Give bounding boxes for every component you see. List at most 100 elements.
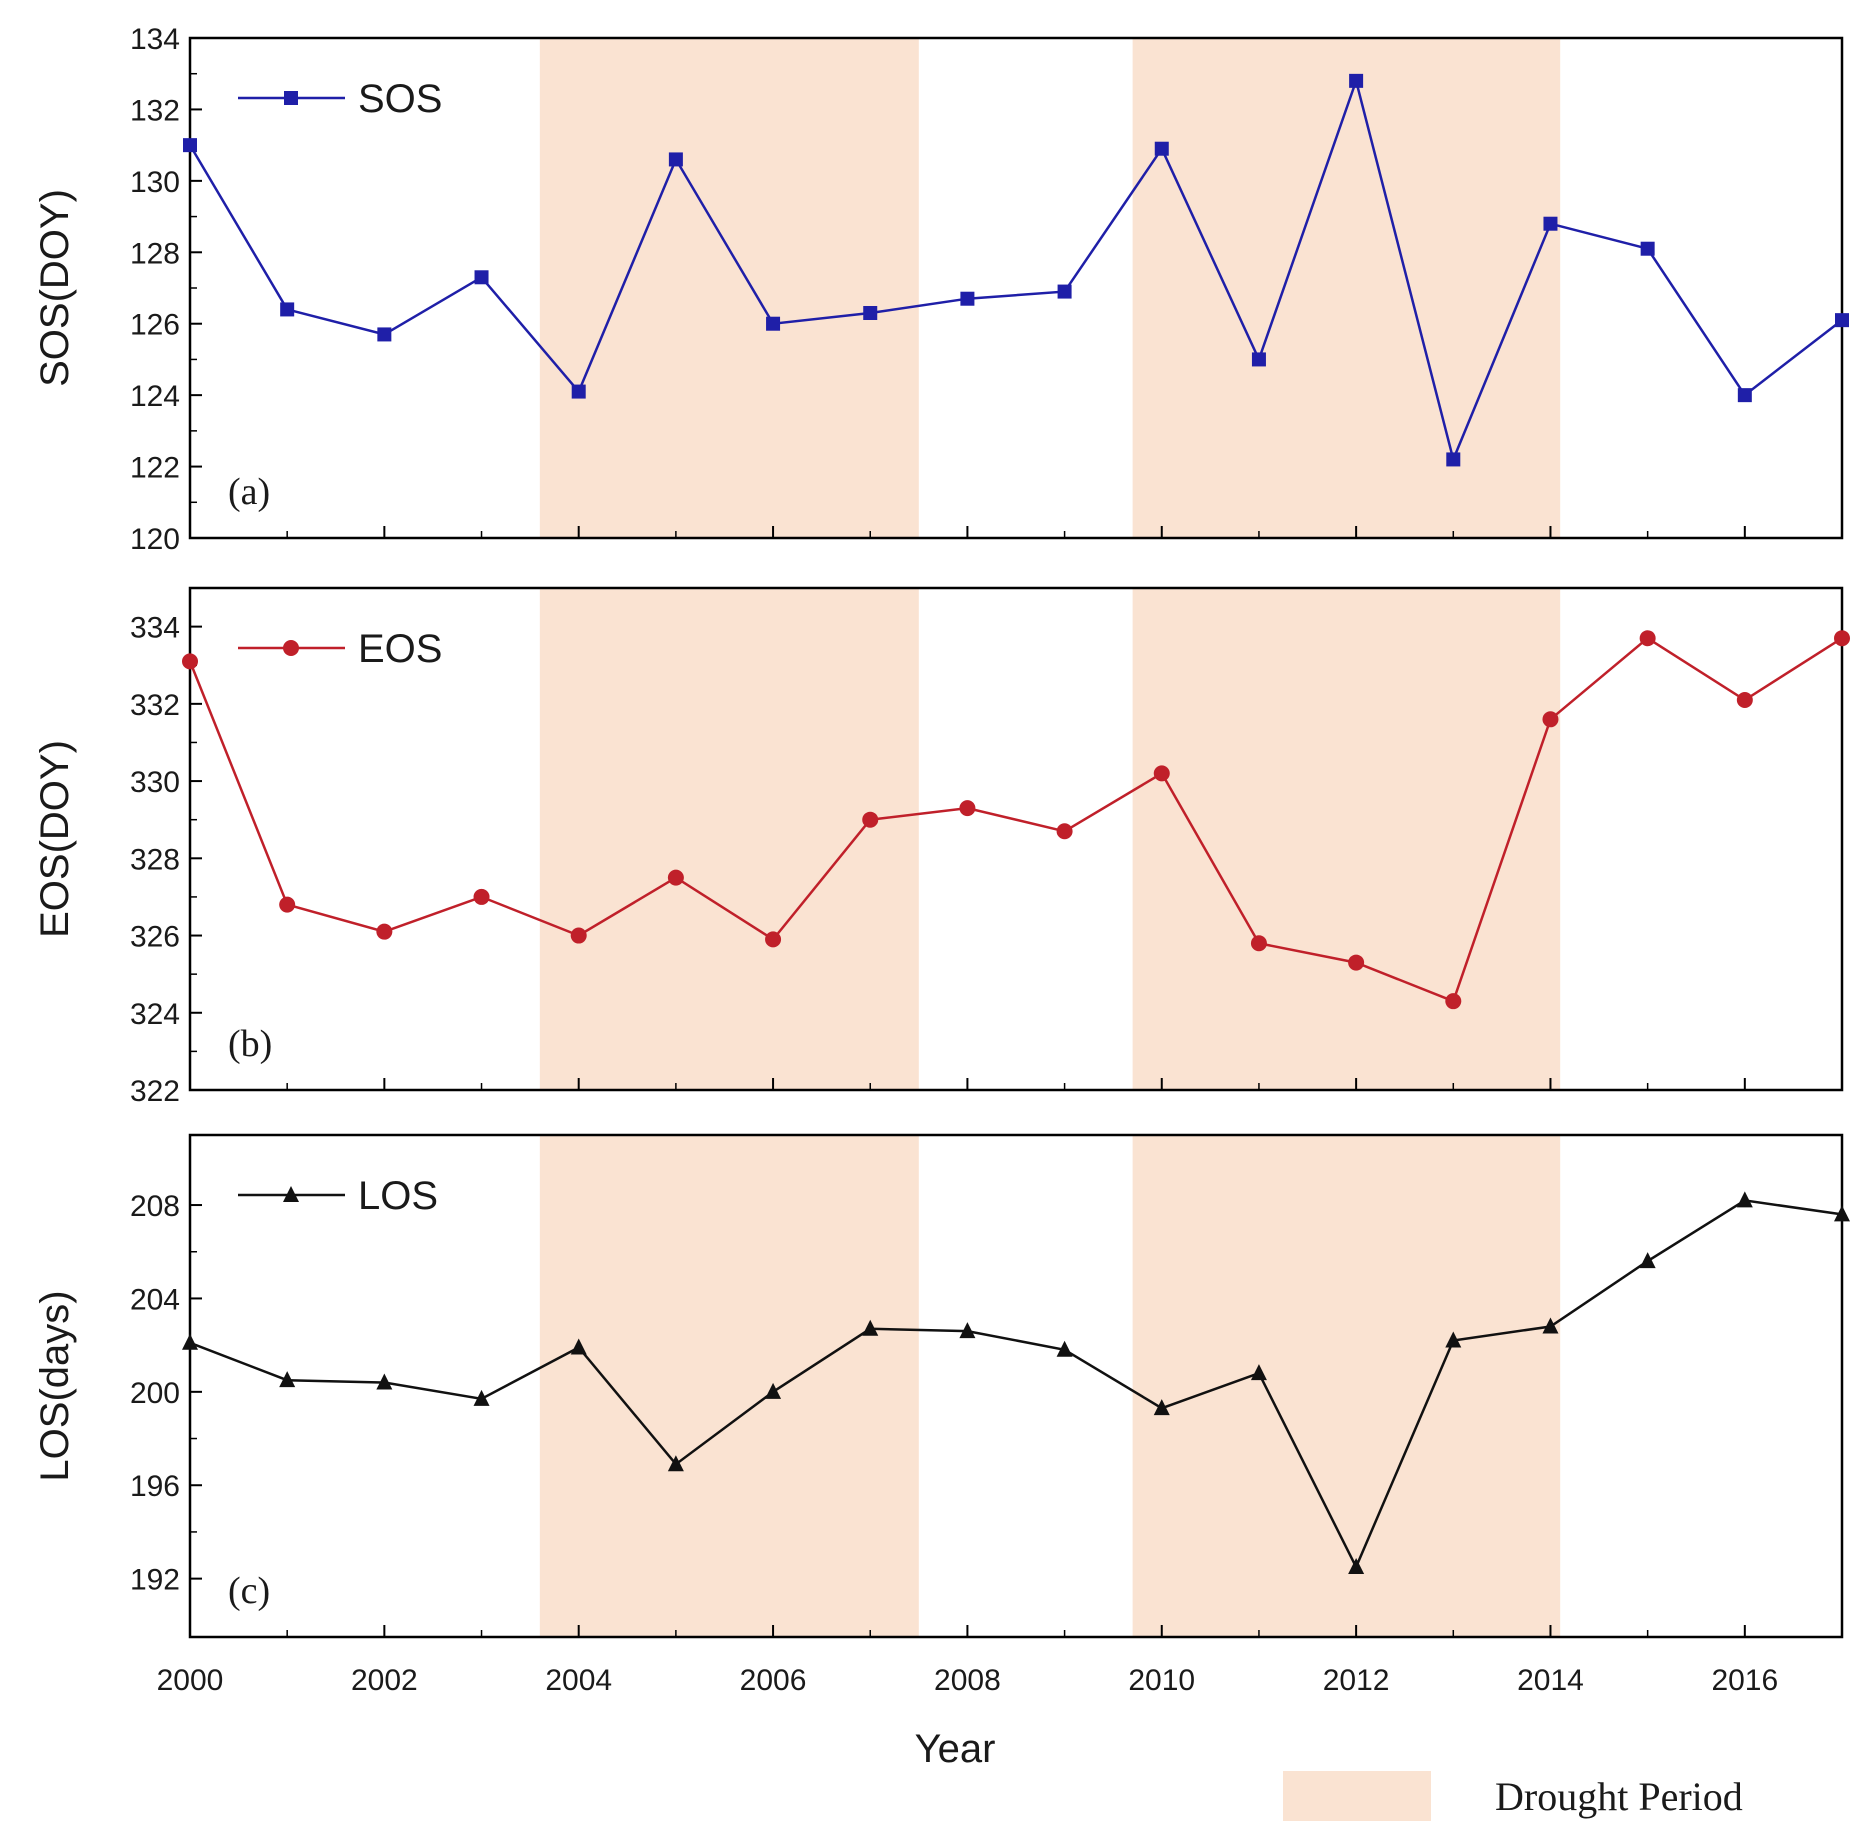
data-point-sos [960, 291, 975, 306]
data-point-eos [1542, 711, 1559, 728]
x-tick-label: 2016 [1711, 1664, 1778, 1697]
y-tick-label: 134 [130, 23, 180, 56]
y-tick-label: 332 [130, 689, 180, 722]
data-point-eos [376, 923, 393, 940]
y-tick-label: 192 [130, 1564, 180, 1597]
data-point-los [862, 1319, 879, 1336]
data-point-eos [1250, 935, 1267, 952]
data-point-eos [1153, 765, 1170, 782]
y-tick-label: 330 [130, 766, 180, 799]
data-point-eos [279, 896, 296, 913]
y-tick-label: 200 [130, 1377, 180, 1410]
panel-label: (c) [228, 1570, 270, 1612]
series-line-eos [188, 636, 1843, 1003]
legend-label: SOS [358, 77, 442, 121]
data-point-los [1348, 1557, 1365, 1574]
x-tick-label: 2012 [1323, 1664, 1390, 1697]
y-tick-label: 120 [130, 523, 180, 556]
drought-band-2 [1132, 38, 1561, 538]
data-point-sos [1737, 388, 1752, 403]
y-tick-label: 128 [130, 237, 180, 270]
data-point-los [279, 1371, 296, 1388]
data-point-los [959, 1322, 976, 1339]
x-tick-label: 2004 [545, 1664, 612, 1697]
chart-panels: 120 122 124 126 128 130 132 134 SOS(DOY) (a) SOS 32… [33, 23, 1850, 1639]
data-point-eos [765, 931, 782, 948]
y-tick-label: 196 [130, 1470, 180, 1503]
data-point-los [667, 1455, 684, 1472]
drought-legend-label: Drought Period [1495, 1774, 1743, 1819]
data-point-los [570, 1338, 587, 1355]
data-point-eos [1834, 630, 1850, 647]
y-tick-label: 324 [130, 998, 180, 1031]
plot-frame [188, 36, 1844, 540]
data-point-sos [1349, 73, 1364, 88]
panel-label: (a) [228, 471, 270, 513]
data-point-los [1445, 1331, 1462, 1348]
data-point-los [1153, 1399, 1170, 1416]
data-point-los [473, 1389, 490, 1406]
y-tick-label: 322 [130, 1075, 180, 1108]
drought-band-2 [1132, 1135, 1561, 1637]
data-point-sos [863, 306, 878, 320]
data-point-los [1834, 1205, 1850, 1222]
y-tick-label: 334 [130, 612, 180, 645]
data-point-eos [1348, 954, 1365, 971]
drought-legend-swatch [1283, 1771, 1431, 1821]
data-point-eos [570, 927, 587, 944]
data-point-los [765, 1382, 782, 1399]
panel-1: 120 122 124 126 128 130 132 134 SOS(DOY) (a) SOS [33, 23, 1849, 556]
data-point-los [1056, 1340, 1073, 1357]
data-point-sos [1251, 352, 1266, 367]
legend-marker [283, 640, 299, 656]
data-point-eos [862, 811, 879, 828]
data-point-los [376, 1373, 393, 1390]
data-point-sos [1446, 452, 1461, 467]
data-point-eos [473, 888, 490, 905]
data-point-sos [766, 316, 781, 331]
plot-frame [188, 1133, 1844, 1639]
legend-label: LOS [358, 1174, 438, 1218]
data-point-sos [183, 138, 197, 153]
x-tick-label: 2008 [934, 1664, 1001, 1697]
data-point-eos [1056, 823, 1073, 840]
drought-band-1 [539, 38, 919, 538]
data-point-sos [377, 327, 392, 342]
y-tick-label: 126 [130, 309, 180, 342]
x-axis-title: Year [915, 1727, 996, 1771]
data-point-sos [1835, 313, 1849, 328]
y-tick-label: 208 [130, 1190, 180, 1223]
data-point-los [1736, 1191, 1753, 1208]
data-point-eos [1736, 691, 1753, 708]
data-point-los [182, 1333, 198, 1350]
data-point-sos [280, 302, 295, 317]
data-point-los [1250, 1364, 1267, 1381]
data-point-los [1542, 1317, 1559, 1334]
x-tick-label: 2014 [1517, 1664, 1584, 1697]
x-tick-label: 2010 [1128, 1664, 1195, 1697]
series-line-sos [188, 76, 1843, 464]
data-point-los [1639, 1252, 1656, 1269]
y-tick-label: 130 [130, 166, 180, 199]
data-point-sos [1154, 141, 1169, 156]
legend-marker [283, 1186, 299, 1202]
x-tick-label: 2006 [740, 1664, 807, 1697]
plot-frame [188, 586, 1844, 1092]
y-axis-title: LOS(days) [33, 1290, 77, 1481]
y-tick-label: 132 [130, 94, 180, 127]
data-point-eos [1445, 993, 1462, 1010]
panel-2: 322 324 326 328 330 332 334 EOS(DOY) (b) EOS [33, 586, 1850, 1108]
panel-label: (b) [228, 1023, 272, 1065]
data-point-sos [474, 270, 489, 285]
legend-label: EOS [358, 627, 442, 671]
data-point-sos [1640, 241, 1655, 256]
y-axis-title: EOS(DOY) [33, 740, 77, 938]
data-point-sos [1057, 284, 1072, 299]
y-tick-label: 204 [130, 1283, 180, 1316]
data-point-eos [182, 653, 198, 670]
data-point-eos [1639, 630, 1656, 647]
drought-band-1 [539, 588, 919, 1090]
data-point-sos [1543, 216, 1558, 231]
y-tick-label: 122 [130, 452, 180, 485]
